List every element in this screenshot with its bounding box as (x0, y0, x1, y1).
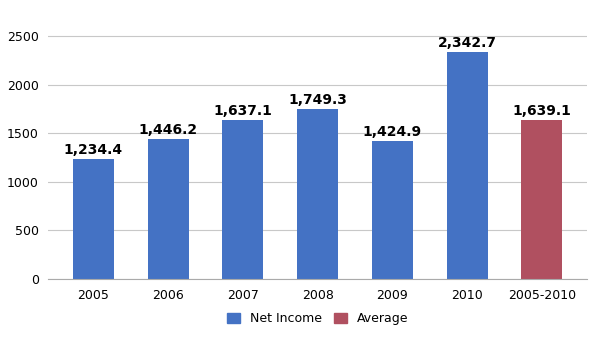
Bar (446, 52, 488, 279)
Bar (223, 120, 263, 279)
Text: 1,446.2: 1,446.2 (139, 123, 198, 137)
Text: 2,342.7: 2,342.7 (437, 36, 497, 50)
Bar (372, 141, 413, 279)
Legend: Net Income, Average: Net Income, Average (222, 307, 413, 330)
Text: 1,749.3: 1,749.3 (288, 94, 347, 107)
Bar (297, 109, 338, 279)
Bar (73, 159, 114, 279)
Text: 1,639.1: 1,639.1 (512, 104, 571, 118)
Text: 1,424.9: 1,424.9 (363, 125, 422, 139)
Text: 1,637.1: 1,637.1 (214, 104, 272, 118)
Bar (148, 139, 189, 279)
Text: 1,234.4: 1,234.4 (64, 143, 123, 157)
Bar (522, 120, 563, 279)
